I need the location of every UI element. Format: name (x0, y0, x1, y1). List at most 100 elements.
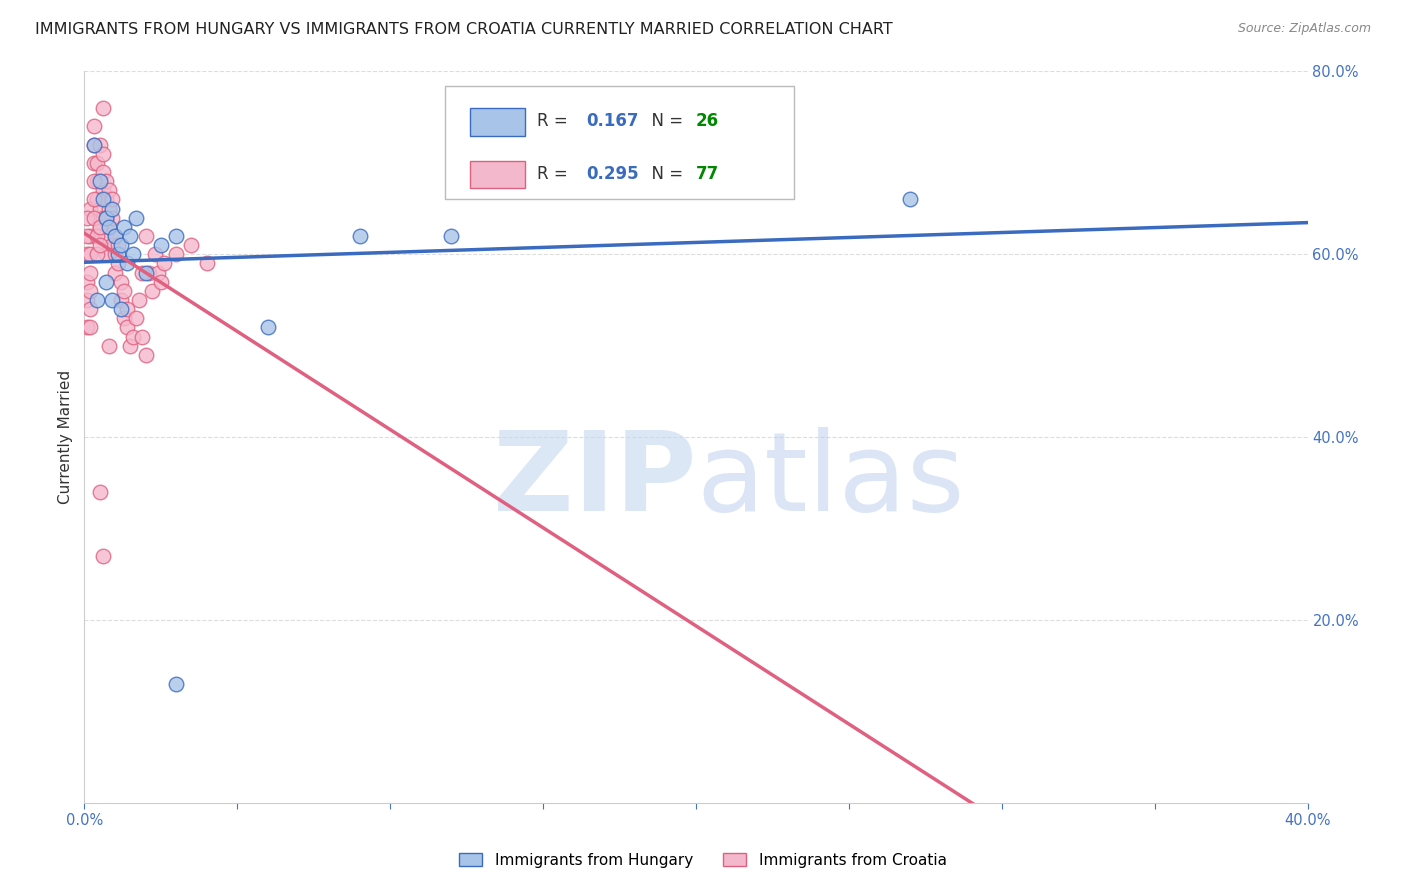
Point (101, 238, 124, 252)
Point (104, 229, 127, 244)
Point (165, 229, 187, 244)
Point (79, 301, 101, 317)
Text: 0.295: 0.295 (586, 165, 638, 183)
Point (83, 137, 105, 152)
Point (141, 284, 163, 298)
Point (76, 275, 98, 289)
Point (91, 549, 114, 563)
Point (91, 183, 114, 197)
Point (165, 677, 187, 691)
Point (76, 211, 98, 225)
Point (101, 202, 124, 216)
Point (83, 137, 105, 152)
Point (115, 256, 138, 270)
Point (97, 338, 120, 352)
Point (122, 247, 145, 261)
Point (94, 275, 117, 289)
Point (79, 229, 101, 244)
Point (89, 219, 111, 234)
Point (135, 348, 157, 362)
Point (83, 120, 105, 134)
Point (153, 256, 176, 270)
Point (440, 229, 463, 244)
Point (79, 247, 101, 261)
Point (97, 219, 120, 234)
Point (131, 266, 153, 280)
Point (120, 338, 142, 352)
Point (149, 275, 172, 289)
Point (149, 238, 172, 252)
Point (135, 229, 157, 244)
Point (89, 174, 111, 188)
FancyBboxPatch shape (446, 86, 794, 200)
Text: N =: N = (641, 112, 689, 130)
Point (89, 202, 111, 216)
Point (79, 266, 101, 280)
Point (79, 202, 101, 216)
FancyBboxPatch shape (470, 161, 524, 188)
Text: 77: 77 (696, 165, 720, 183)
Point (94, 247, 117, 261)
Point (91, 165, 114, 179)
Y-axis label: Currently Married: Currently Married (58, 370, 73, 504)
Point (349, 229, 371, 244)
Point (89, 174, 111, 188)
Point (115, 301, 138, 317)
Point (83, 174, 105, 188)
Point (94, 229, 117, 244)
Point (91, 192, 114, 206)
Point (257, 320, 280, 334)
Point (110, 238, 132, 252)
Point (94, 192, 117, 206)
Point (195, 256, 218, 270)
Text: N =: N = (641, 165, 689, 183)
Text: Source: ZipAtlas.com: Source: ZipAtlas.com (1237, 22, 1371, 36)
Point (138, 266, 160, 280)
Point (83, 211, 105, 225)
Point (107, 247, 129, 261)
Point (131, 329, 153, 343)
Text: R =: R = (537, 165, 574, 183)
Point (89, 238, 111, 252)
Point (143, 247, 166, 261)
Point (101, 192, 124, 206)
Point (76, 320, 98, 334)
Point (180, 238, 202, 252)
Point (101, 293, 124, 307)
Point (112, 311, 135, 326)
Point (86, 156, 108, 170)
Point (79, 320, 101, 334)
Text: 26: 26 (696, 112, 718, 130)
Point (112, 219, 135, 234)
Point (83, 192, 105, 206)
Point (86, 192, 108, 206)
FancyBboxPatch shape (470, 108, 524, 136)
Point (110, 275, 132, 289)
Point (107, 238, 129, 252)
Point (86, 247, 108, 261)
Point (107, 256, 129, 270)
Point (97, 183, 120, 197)
Point (86, 174, 108, 188)
Point (89, 219, 111, 234)
Point (120, 229, 142, 244)
Point (89, 485, 111, 500)
Point (94, 174, 117, 188)
Point (94, 211, 117, 225)
Point (86, 229, 108, 244)
Point (79, 284, 101, 298)
Point (76, 247, 98, 261)
Point (86, 293, 108, 307)
Point (125, 311, 148, 326)
Text: 0.167: 0.167 (586, 112, 638, 130)
Point (91, 211, 114, 225)
Point (125, 211, 148, 225)
Point (97, 219, 120, 234)
Legend: Immigrants from Hungary, Immigrants from Croatia: Immigrants from Hungary, Immigrants from… (451, 845, 955, 875)
Point (104, 266, 127, 280)
Point (83, 156, 105, 170)
Text: atlas: atlas (696, 427, 965, 534)
Point (112, 284, 135, 298)
Point (135, 266, 157, 280)
Point (110, 301, 132, 317)
